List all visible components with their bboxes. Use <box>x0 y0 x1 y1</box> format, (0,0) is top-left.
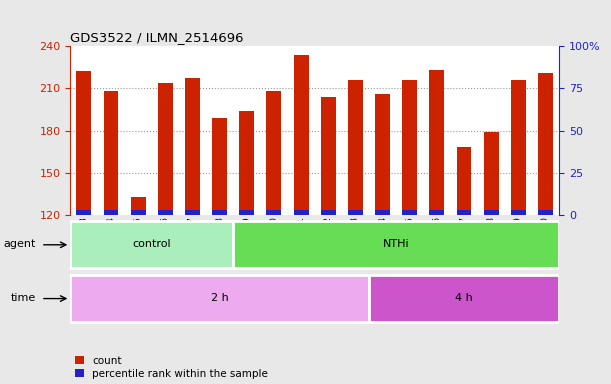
Bar <box>185 78 200 215</box>
Bar <box>348 210 363 215</box>
Bar <box>538 73 553 215</box>
Bar <box>375 94 390 215</box>
Bar <box>321 210 335 215</box>
Text: NTHi: NTHi <box>383 239 409 249</box>
Legend: count, percentile rank within the sample: count, percentile rank within the sample <box>76 356 268 379</box>
Bar <box>456 210 472 215</box>
Bar <box>103 91 119 215</box>
Bar <box>158 210 173 215</box>
Bar <box>484 210 499 215</box>
Bar <box>76 71 91 215</box>
Bar <box>456 147 472 215</box>
Bar <box>240 111 254 215</box>
Bar <box>511 80 526 215</box>
Bar <box>76 210 91 215</box>
Bar <box>233 222 559 268</box>
Bar <box>430 70 444 215</box>
Text: time: time <box>11 293 36 303</box>
Bar <box>348 80 363 215</box>
Bar <box>402 210 417 215</box>
Bar <box>266 91 282 215</box>
Bar <box>185 210 200 215</box>
Bar <box>103 210 119 215</box>
Text: GDS3522 / ILMN_2514696: GDS3522 / ILMN_2514696 <box>70 31 244 44</box>
Bar <box>131 197 145 215</box>
Bar <box>158 83 173 215</box>
Text: agent: agent <box>4 239 36 249</box>
Text: 4 h: 4 h <box>455 293 473 303</box>
Bar <box>212 210 227 215</box>
Text: 2 h: 2 h <box>211 293 229 303</box>
Bar <box>430 210 444 215</box>
Bar <box>294 55 309 215</box>
Bar <box>70 275 369 322</box>
Bar <box>212 118 227 215</box>
Bar <box>321 97 335 215</box>
Text: control: control <box>133 239 171 249</box>
Bar <box>240 210 254 215</box>
Bar <box>131 210 145 215</box>
Bar <box>484 132 499 215</box>
Bar <box>402 80 417 215</box>
Bar <box>294 210 309 215</box>
Bar <box>375 210 390 215</box>
Bar <box>369 275 559 322</box>
Bar <box>266 210 282 215</box>
Bar <box>70 222 233 268</box>
Bar <box>538 210 553 215</box>
Bar <box>511 210 526 215</box>
